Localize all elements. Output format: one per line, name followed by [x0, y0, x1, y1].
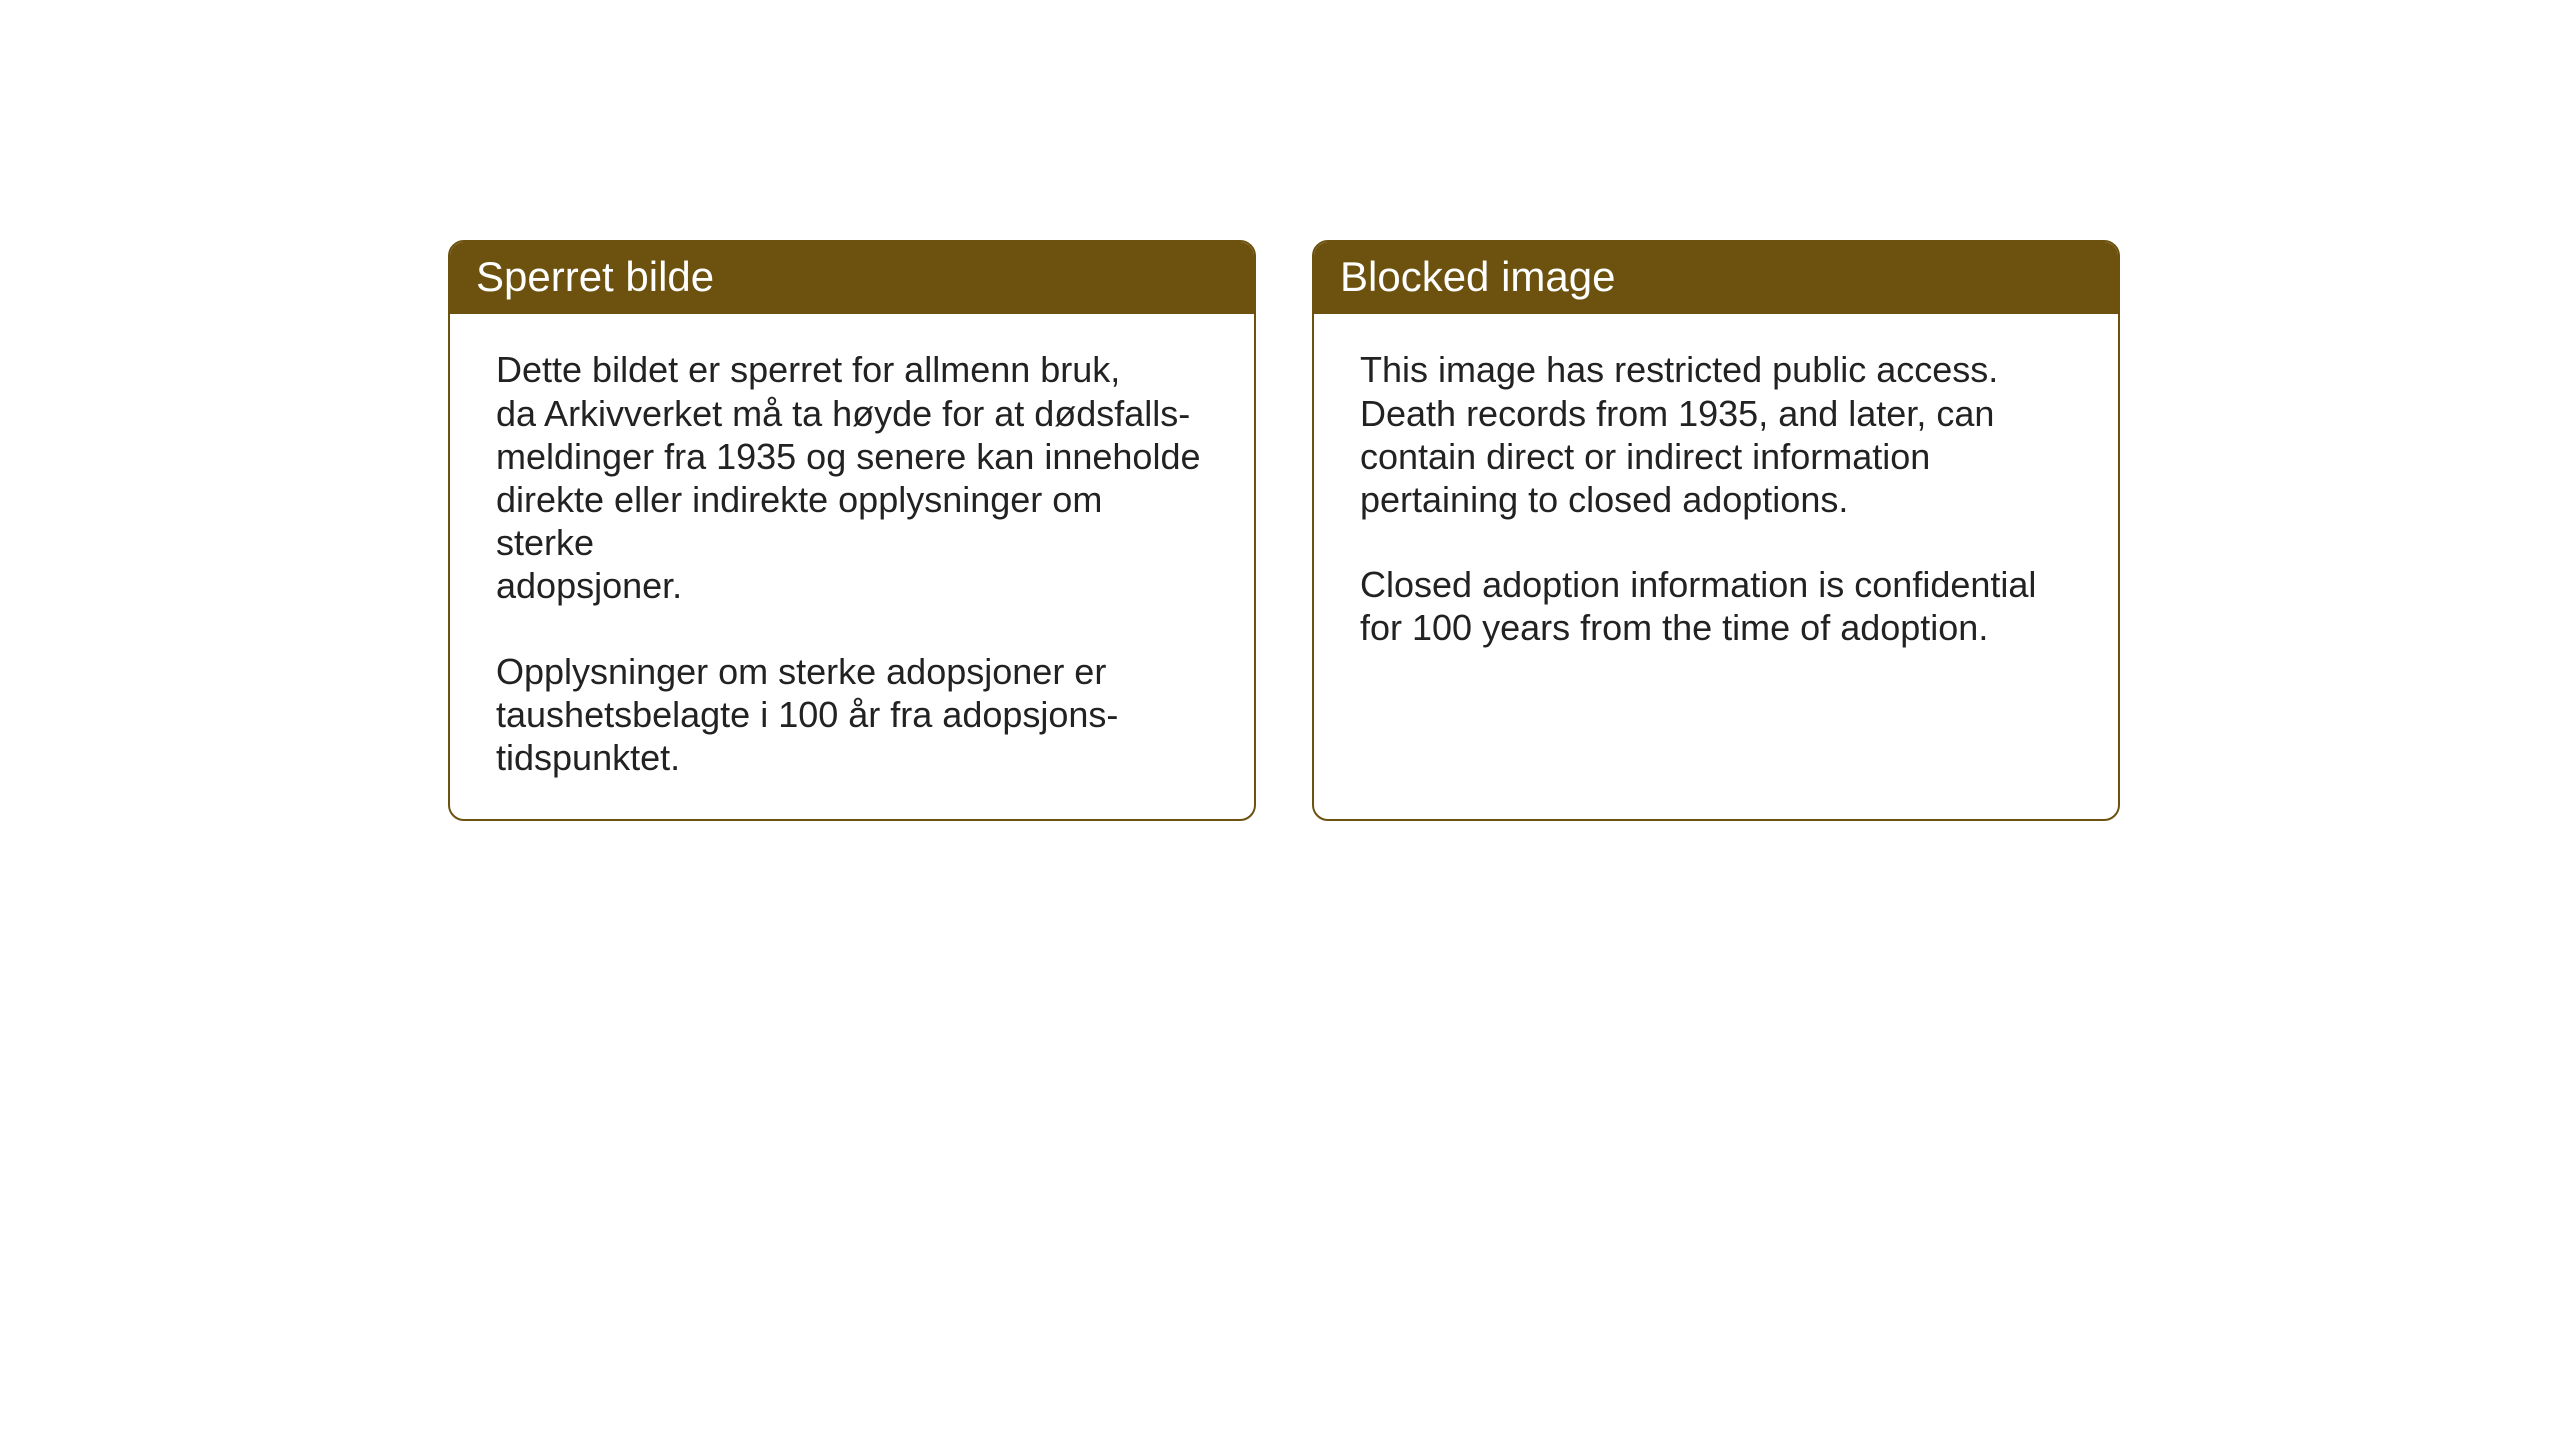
card-title: Sperret bilde — [450, 242, 1254, 314]
notice-cards-container: Sperret bilde Dette bildet er sperret fo… — [448, 240, 2120, 821]
card-paragraph: Closed adoption information is confident… — [1360, 563, 2072, 649]
card-paragraph: Dette bildet er sperret for allmenn bruk… — [496, 348, 1208, 607]
card-body: Dette bildet er sperret for allmenn bruk… — [450, 314, 1254, 819]
card-paragraph: Opplysninger om sterke adopsjoner er tau… — [496, 650, 1208, 780]
card-title: Blocked image — [1314, 242, 2118, 314]
card-body: This image has restricted public access.… — [1314, 314, 2118, 819]
notice-card-norwegian: Sperret bilde Dette bildet er sperret fo… — [448, 240, 1256, 821]
notice-card-english: Blocked image This image has restricted … — [1312, 240, 2120, 821]
card-paragraph: This image has restricted public access.… — [1360, 348, 2072, 521]
